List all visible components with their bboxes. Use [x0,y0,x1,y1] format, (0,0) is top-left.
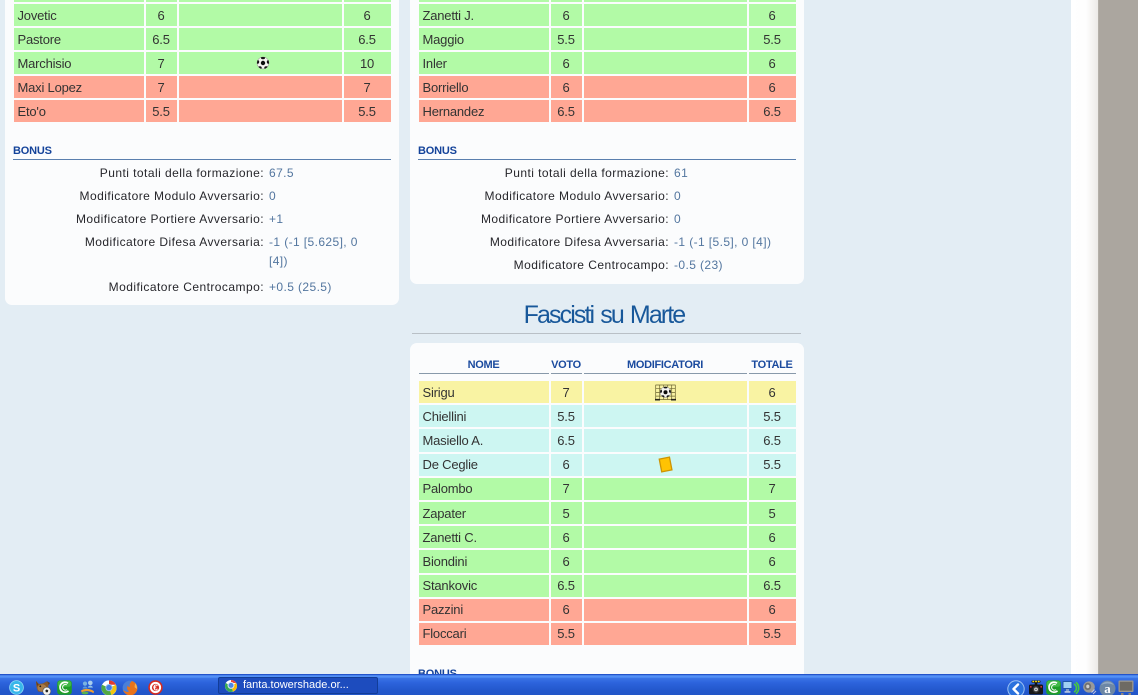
svg-text:a: a [1104,681,1111,695]
svg-text:S: S [13,682,20,694]
svg-text:€: € [153,683,158,693]
